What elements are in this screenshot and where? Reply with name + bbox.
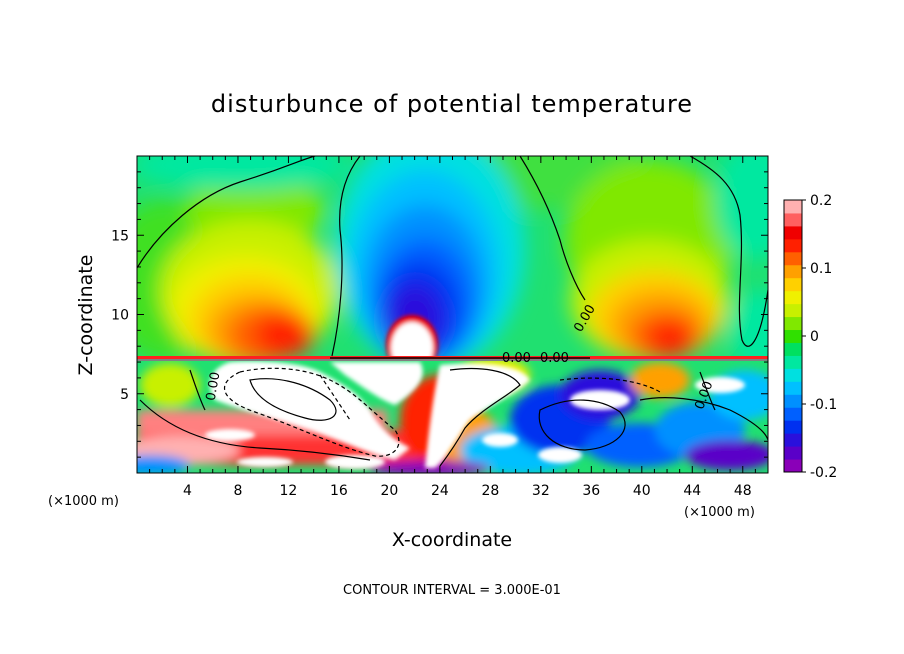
heatmap-field: 0.00 0.00 0.00 0.00 0.00 (137, 156, 768, 473)
colorbar-swatch (784, 238, 802, 253)
contour-label: 0.00 (540, 351, 569, 366)
colorbar-tick-label: 0.2 (810, 193, 832, 209)
colorbar-swatch (784, 225, 802, 240)
x-tick-label: 20 (380, 483, 398, 499)
colorbar-swatch (784, 381, 802, 395)
colorbar-tick-label: 0 (810, 329, 819, 345)
x-tick-label: 4 (183, 483, 192, 499)
y-axis-label: Z-coordinate (75, 255, 97, 376)
colorbar-swatch (784, 420, 802, 434)
colorbar-swatch (784, 394, 802, 408)
x-tick-label: 44 (683, 483, 701, 499)
x-axis-label: X-coordinate (392, 529, 512, 551)
contour-label: 0.00 (502, 351, 531, 366)
colorbar-swatch (784, 303, 802, 318)
colorbar-swatch (784, 277, 802, 292)
colorbar-swatch (784, 290, 802, 305)
x-axis-unit-right: (×1000 m) (684, 505, 755, 520)
colorbar-swatch (784, 433, 802, 447)
x-tick-label: 36 (582, 483, 600, 499)
x-tick-label: 48 (734, 483, 752, 499)
colorbar-swatch (784, 264, 802, 279)
colorbar-swatch (784, 342, 802, 356)
x-tick-label: 16 (330, 483, 348, 499)
colorbar-swatch (784, 355, 802, 369)
x-tick-label: 24 (431, 483, 449, 499)
colorbar-swatch (784, 200, 802, 214)
colorbar-tick-label: 0.1 (810, 261, 832, 277)
y-tick-label: 15 (111, 228, 129, 244)
colorbar-swatch (784, 212, 802, 227)
colorbar-swatch (784, 251, 802, 266)
y-tick-label: 10 (111, 308, 129, 324)
x-tick-label: 8 (233, 483, 242, 499)
x-axis-unit-left: (×1000 m) (48, 494, 119, 509)
colorbar-swatch (784, 459, 802, 473)
colorbar-swatch (784, 329, 802, 343)
colorbar: 0.2 0.1 0 -0.1 -0.2 (783, 193, 837, 481)
colorbar-tick-label: -0.2 (810, 465, 837, 481)
colorbar-swatch (784, 446, 802, 460)
colorbar-tick-label: -0.1 (810, 397, 837, 413)
colorbar-swatch (784, 316, 802, 331)
x-tick-label: 28 (481, 483, 499, 499)
y-axis: 5 10 15 (111, 171, 768, 458)
x-axis: 4 8 12 16 20 24 28 32 36 40 44 48 (149, 156, 756, 499)
chart-title: disturbunce of potential temperature (211, 90, 693, 118)
x-tick-label: 40 (633, 483, 651, 499)
contour-interval-annotation: CONTOUR INTERVAL = 3.000E-01 (343, 583, 561, 598)
y-tick-label: 5 (120, 387, 129, 403)
colorbar-swatch (784, 368, 802, 382)
contour-label: 0.00 (204, 371, 224, 402)
colorbar-swatch (784, 407, 802, 421)
contour-lines (137, 156, 768, 467)
x-tick-label: 32 (532, 483, 550, 499)
x-tick-label: 12 (280, 483, 298, 499)
